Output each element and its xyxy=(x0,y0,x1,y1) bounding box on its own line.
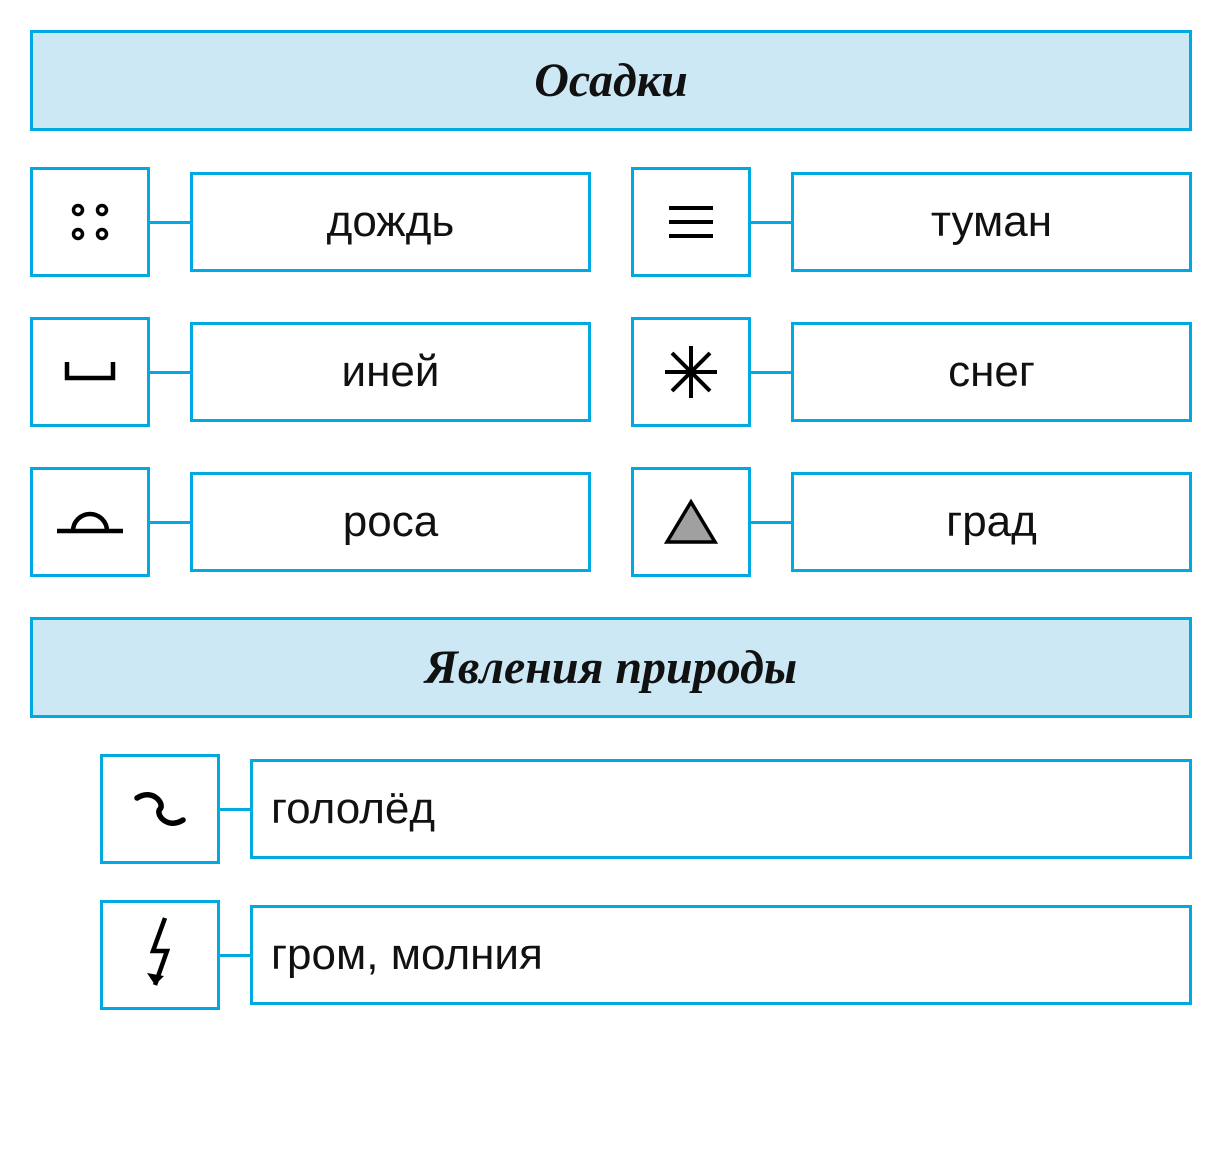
item-dew: роса xyxy=(30,467,591,577)
item-snow: снег xyxy=(631,317,1192,427)
rain-label: дождь xyxy=(190,172,591,272)
precipitation-grid: дождь туман иней xyxy=(30,167,1192,577)
connector xyxy=(150,371,190,374)
snow-label: снег xyxy=(791,322,1192,422)
item-hail: град xyxy=(631,467,1192,577)
frost-label: иней xyxy=(190,322,591,422)
connector xyxy=(150,221,190,224)
connector xyxy=(751,221,791,224)
fog-icon xyxy=(631,167,751,277)
thunder-icon xyxy=(100,900,220,1010)
phenomena-list: гололёд гром, молния xyxy=(30,754,1192,1010)
item-frost: иней xyxy=(30,317,591,427)
phenomena-header: Явления природы xyxy=(30,617,1192,718)
fog-label: туман xyxy=(791,172,1192,272)
connector xyxy=(751,371,791,374)
item-ice: гололёд xyxy=(100,754,1192,864)
item-rain: дождь xyxy=(30,167,591,277)
item-thunder: гром, молния xyxy=(100,900,1192,1010)
connector xyxy=(220,954,250,957)
connector xyxy=(150,521,190,524)
rain-icon xyxy=(30,167,150,277)
item-fog: туман xyxy=(631,167,1192,277)
ice-label: гололёд xyxy=(250,759,1192,859)
connector xyxy=(751,521,791,524)
frost-icon xyxy=(30,317,150,427)
hail-label: град xyxy=(791,472,1192,572)
dew-icon xyxy=(30,467,150,577)
precipitation-header: Осадки xyxy=(30,30,1192,131)
snow-icon xyxy=(631,317,751,427)
hail-icon xyxy=(631,467,751,577)
ice-icon xyxy=(100,754,220,864)
dew-label: роса xyxy=(190,472,591,572)
thunder-label: гром, молния xyxy=(250,905,1192,1005)
connector xyxy=(220,808,250,811)
